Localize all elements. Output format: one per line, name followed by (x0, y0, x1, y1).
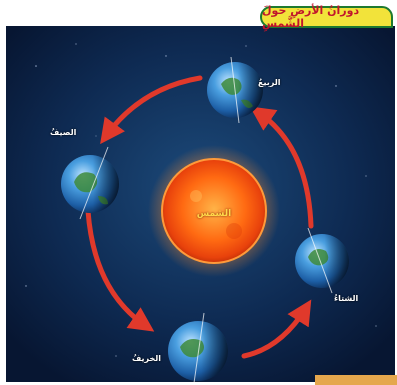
arrow-spring-to-summer (100, 75, 203, 145)
sun (148, 145, 280, 277)
sun-label: الشمس (196, 209, 232, 219)
diagram-title: دورانُ الأرضِ حولَ الشَّمسِ (262, 4, 360, 30)
orbit-scene: الشمس الربيعُ الصيفُ الخريفُ الشتاءُ (6, 26, 395, 382)
arrow-summer-to-autumn (85, 208, 155, 332)
title-banner: دورانُ الأرضِ حولَ الشَّمسِ (260, 4, 393, 30)
orbit-path (85, 75, 314, 359)
arrow-winter-to-spring (249, 106, 314, 229)
earth-spring (207, 56, 263, 124)
bottom-corner-strip (315, 375, 397, 385)
arrow-autumn-to-winter (241, 299, 312, 359)
earth-winter (295, 227, 349, 294)
orbit-diagram (6, 26, 395, 382)
label-autumn: الخريفُ (132, 354, 162, 363)
earth-autumn (168, 312, 228, 382)
label-spring: الربيعُ (258, 78, 281, 87)
earth-summer (61, 146, 119, 220)
label-summer: الصيفُ (50, 128, 77, 137)
label-winter: الشتاءُ (334, 294, 359, 303)
